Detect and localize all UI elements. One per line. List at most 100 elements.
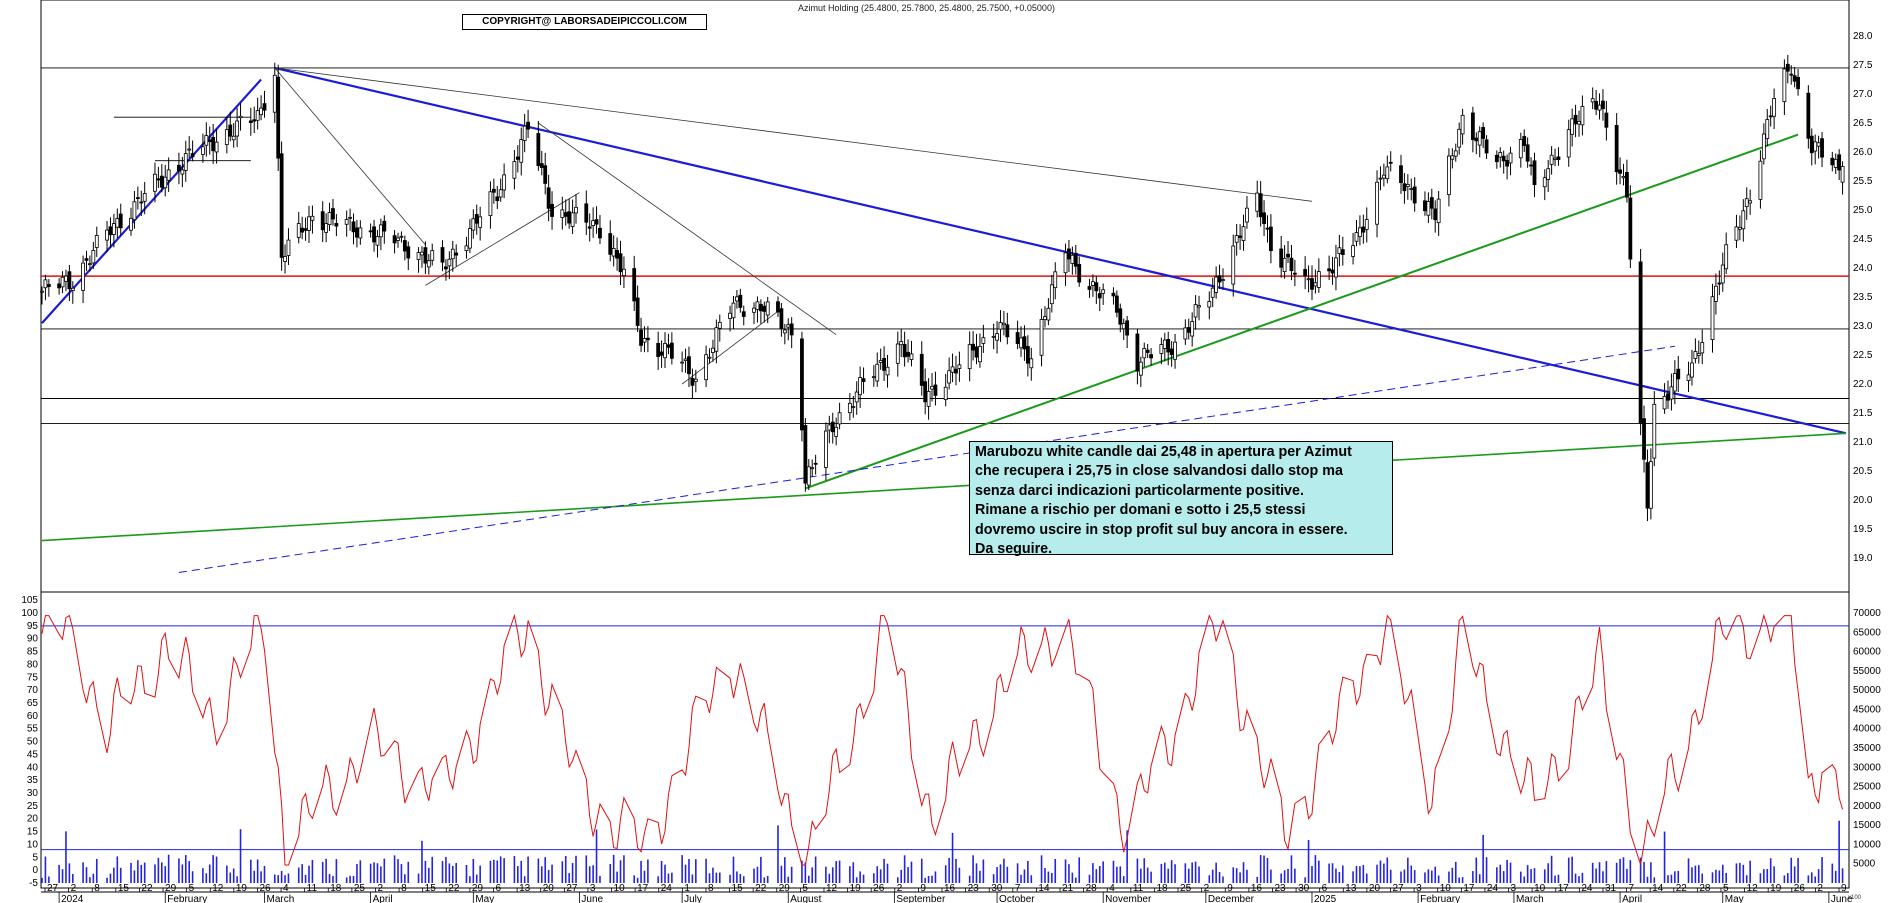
volume-bar (1242, 862, 1245, 883)
candle-body (231, 135, 236, 141)
candle-body (1399, 165, 1403, 183)
volume-bar (705, 858, 707, 883)
day-label: 15 (732, 883, 744, 894)
candle-body (902, 344, 907, 358)
candle-body (1334, 257, 1338, 278)
candle-body (1121, 323, 1126, 330)
volume-bar (1605, 861, 1608, 883)
channel-line (425, 192, 580, 286)
candle-body (707, 356, 712, 359)
candle-body (1149, 354, 1154, 359)
volume-bar (1235, 868, 1238, 883)
volume-bar (695, 859, 697, 883)
note-line: che recupera i 25,75 in close salvandosi… (975, 463, 1343, 480)
month-label: March (1516, 894, 1544, 903)
candle-body (224, 129, 229, 146)
candle-body (1091, 281, 1095, 286)
oscillator-tick-label: 95 (27, 621, 39, 632)
candle-body (1234, 235, 1239, 243)
volume-bar (85, 867, 88, 883)
volume-bar (1413, 870, 1416, 883)
volume-bar (1098, 866, 1101, 883)
candle-body (1597, 104, 1602, 111)
candle-body (1039, 319, 1044, 356)
volume-bar (763, 877, 766, 883)
volume-bar (664, 864, 666, 883)
volume-bar (205, 873, 208, 883)
candle-body (1474, 137, 1479, 142)
month-label: November (1105, 894, 1152, 903)
day-label: 4 (283, 883, 289, 894)
volume-bar (1280, 873, 1282, 883)
candle-body (1070, 254, 1075, 264)
candle-body (1245, 207, 1249, 223)
candle-body (334, 222, 339, 227)
volume-bar (862, 874, 865, 883)
candle-body (923, 381, 928, 403)
volume-tick-label: 25000 (1853, 782, 1881, 793)
candle-body (64, 275, 68, 282)
day-label: 2 (1817, 883, 1823, 894)
volume-bar (1102, 861, 1104, 883)
volume-bar (1051, 872, 1053, 883)
volume-bar (1335, 868, 1337, 883)
volume-bar (513, 856, 516, 883)
candle-body (1782, 68, 1787, 103)
day-label: 12 (1747, 883, 1759, 894)
candle-body (512, 161, 517, 179)
candle-body (967, 344, 972, 370)
candle-body (238, 115, 243, 119)
volume-bar (335, 859, 338, 883)
oscillator-line (41, 613, 1844, 866)
candle-body (666, 344, 671, 348)
candle-body (307, 216, 311, 231)
volume-bar (1294, 868, 1296, 883)
day-label: 26 (1794, 883, 1806, 894)
candle-body (1809, 135, 1814, 154)
candle-body (163, 176, 168, 189)
volume-bar (1834, 870, 1837, 883)
volume-bar (143, 862, 146, 883)
candle-body (159, 175, 164, 188)
candle-body (1238, 235, 1243, 238)
candle-body (1159, 344, 1164, 354)
volume-bar (944, 865, 947, 883)
day-label: 23 (968, 883, 980, 894)
volume-bar (1232, 867, 1235, 883)
candle-body (1340, 249, 1345, 255)
candle-body (1269, 226, 1273, 252)
volume-bar (1283, 870, 1286, 883)
candle-body (943, 386, 948, 401)
volume-bar (1064, 859, 1067, 883)
volume-bar (852, 862, 855, 883)
volume-bar (404, 874, 406, 883)
volume-bar (184, 855, 187, 883)
day-label: 2 (897, 883, 903, 894)
volume-bar (612, 854, 615, 883)
day-label: 14 (1038, 883, 1050, 894)
candle-body (1125, 320, 1130, 336)
candle-body (1029, 358, 1034, 369)
volume-bar (356, 864, 358, 883)
volume-bar (883, 858, 885, 883)
candle-body (358, 227, 363, 239)
candle-body (741, 311, 746, 317)
volume-bar (1591, 862, 1594, 883)
oscillator-tick-label: 40 (27, 762, 39, 773)
volume-bar (999, 864, 1002, 883)
candle-body (1354, 232, 1359, 242)
candle-body (1816, 142, 1821, 147)
price-tick-label: 23.5 (1853, 292, 1873, 303)
oscillator-tick-label: 35 (27, 775, 39, 786)
candle-body (320, 211, 325, 231)
volume-bar (407, 861, 410, 883)
candle-body (639, 329, 643, 346)
oscillator-tick-label: 65 (27, 698, 39, 709)
price-tick-label: 19.5 (1853, 524, 1873, 535)
candle-body (1231, 245, 1236, 285)
volume-bar (1407, 857, 1409, 883)
volume-bar (671, 872, 673, 883)
candle-body (882, 358, 886, 371)
volume-bar (1496, 867, 1498, 883)
volume-bar (1027, 860, 1029, 883)
